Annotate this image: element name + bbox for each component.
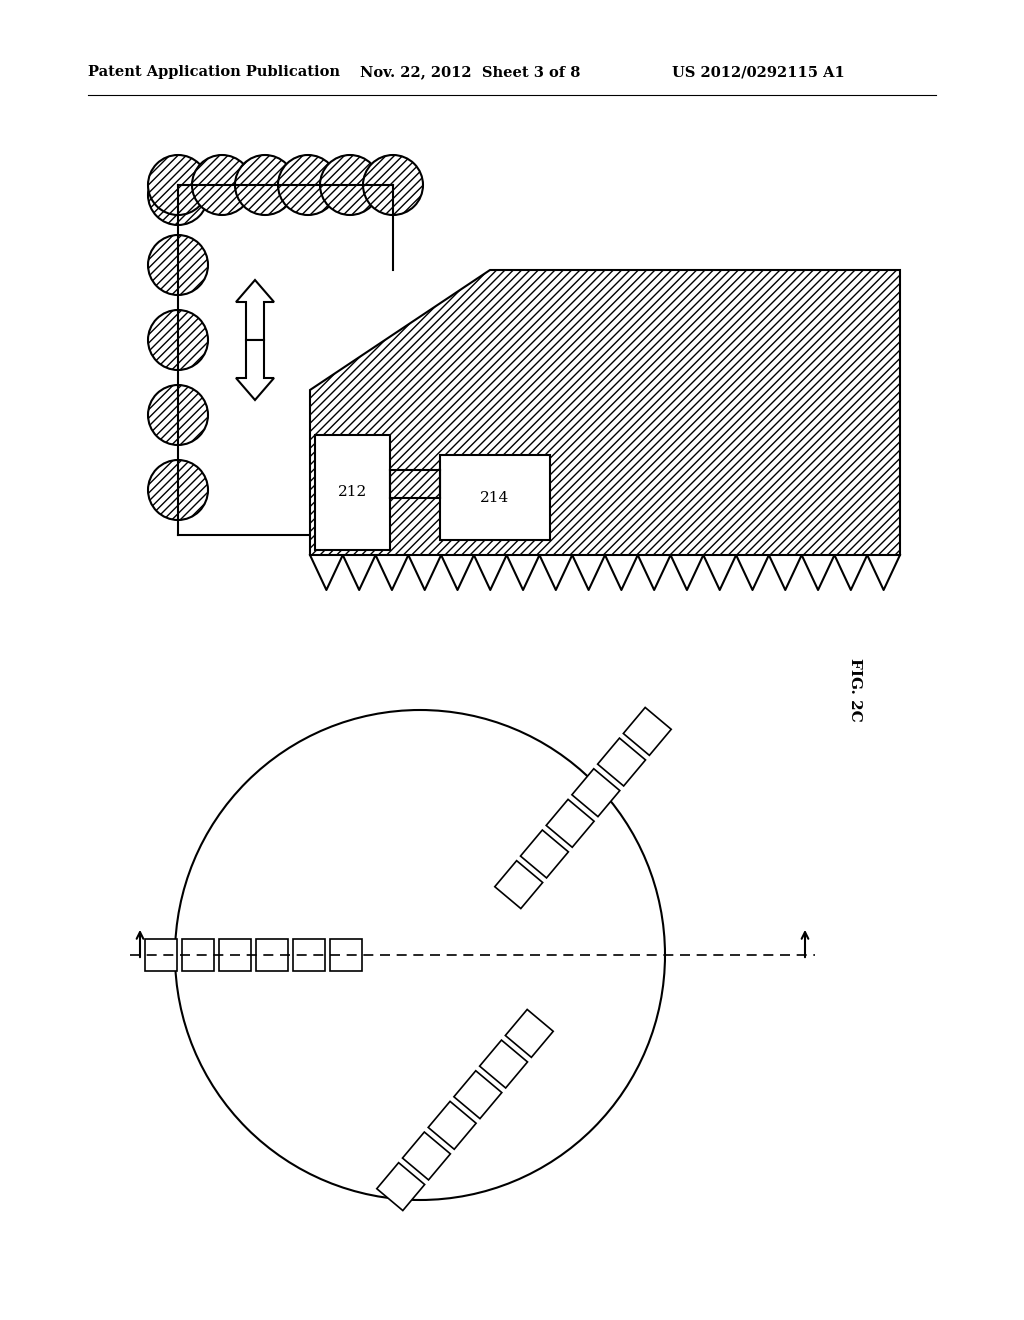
- FancyArrow shape: [236, 341, 274, 400]
- Bar: [598, 738, 645, 785]
- Bar: [293, 939, 325, 972]
- Circle shape: [175, 710, 665, 1200]
- Ellipse shape: [278, 154, 338, 215]
- Bar: [572, 768, 620, 817]
- Bar: [330, 939, 362, 972]
- Ellipse shape: [148, 459, 208, 520]
- Bar: [315, 436, 390, 550]
- Ellipse shape: [148, 310, 208, 370]
- Text: 212: 212: [338, 486, 368, 499]
- Bar: [145, 939, 177, 972]
- Bar: [505, 1010, 553, 1057]
- Bar: [546, 800, 594, 847]
- Ellipse shape: [234, 154, 295, 215]
- Ellipse shape: [319, 154, 380, 215]
- Bar: [479, 1040, 527, 1088]
- Ellipse shape: [148, 165, 208, 224]
- Bar: [440, 455, 550, 540]
- Ellipse shape: [362, 154, 423, 215]
- Bar: [377, 1163, 425, 1210]
- Bar: [495, 861, 543, 908]
- Text: 214: 214: [480, 491, 510, 504]
- Ellipse shape: [148, 235, 208, 294]
- Bar: [520, 830, 568, 878]
- Bar: [182, 939, 214, 972]
- Bar: [428, 1101, 476, 1150]
- FancyArrow shape: [236, 280, 274, 341]
- Text: US 2012/0292115 A1: US 2012/0292115 A1: [672, 65, 845, 79]
- Ellipse shape: [148, 385, 208, 445]
- Text: FIG. 2C: FIG. 2C: [848, 659, 862, 722]
- Ellipse shape: [193, 154, 252, 215]
- Bar: [624, 708, 671, 755]
- Text: Nov. 22, 2012  Sheet 3 of 8: Nov. 22, 2012 Sheet 3 of 8: [360, 65, 581, 79]
- Text: Patent Application Publication: Patent Application Publication: [88, 65, 340, 79]
- Polygon shape: [310, 271, 900, 554]
- Ellipse shape: [148, 154, 208, 215]
- Bar: [256, 939, 288, 972]
- Bar: [219, 939, 251, 972]
- Bar: [454, 1071, 502, 1118]
- Bar: [402, 1133, 451, 1180]
